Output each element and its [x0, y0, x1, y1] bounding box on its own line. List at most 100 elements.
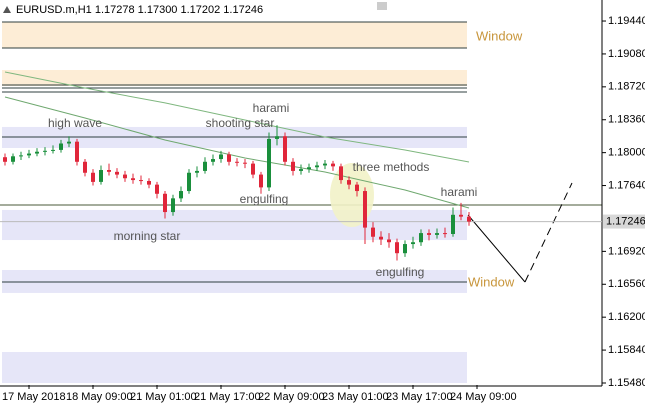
candle-body — [459, 214, 463, 217]
candle-body — [147, 180, 151, 185]
candle-body — [451, 214, 455, 234]
x-tick-label: 23 May 01:00 — [322, 391, 389, 403]
candle-body — [107, 170, 111, 172]
candle-body — [163, 193, 167, 213]
candle-body — [315, 165, 319, 168]
candle-body — [267, 138, 271, 188]
candle-body — [3, 157, 7, 162]
forecast-line — [524, 182, 573, 283]
candle-body — [395, 242, 399, 254]
candle-body — [51, 149, 55, 151]
zone — [2, 270, 467, 293]
candle-body — [419, 233, 423, 243]
y-tick-label: 1.18360 — [608, 114, 645, 126]
candle-body — [67, 141, 71, 144]
y-tick-label: 1.18000 — [608, 147, 645, 159]
candle-body — [59, 143, 63, 150]
pattern-label: harami — [441, 185, 478, 199]
candle-body — [259, 174, 263, 188]
candle-body — [403, 244, 407, 254]
candle-body — [91, 172, 95, 182]
chart-title: EURUSD.m,H1 1.17278 1.17300 1.17202 1.17… — [16, 4, 263, 16]
candle-body — [435, 233, 439, 235]
forecast-line — [467, 214, 526, 283]
candle-body — [43, 150, 47, 152]
y-tick-label: 1.15840 — [608, 344, 645, 356]
candle-body — [243, 162, 247, 164]
x-tick-label: 22 May 09:00 — [258, 391, 325, 403]
candle-body — [11, 156, 15, 162]
moving-average — [4, 96, 470, 209]
window-label: Window — [468, 274, 515, 289]
candle-body — [235, 161, 239, 163]
candle-body — [283, 136, 287, 162]
zone — [2, 70, 467, 87]
zone — [2, 22, 467, 48]
x-tick-label: 17 May 2018 — [2, 391, 66, 403]
candle-body — [363, 191, 367, 228]
candle-body — [19, 155, 23, 157]
price-label-box — [603, 214, 645, 229]
candle-body — [387, 239, 391, 243]
y-tick-label: 1.16920 — [608, 245, 645, 257]
x-tick-label: 21 May 01:00 — [130, 391, 197, 403]
candle-body — [211, 159, 215, 162]
pattern-label: high wave — [48, 116, 102, 130]
candle-body — [155, 184, 159, 194]
candle-body — [171, 198, 175, 213]
candle-body — [99, 170, 103, 182]
candle-body — [179, 191, 183, 199]
pattern-label: three methods — [353, 160, 430, 174]
y-tick-label: 1.19080 — [608, 48, 645, 60]
candle-body — [291, 161, 295, 171]
zone — [2, 209, 467, 241]
pattern-label: harami — [253, 101, 290, 115]
x-tick-label: 23 May 17:00 — [386, 391, 453, 403]
pattern-label: engulfing — [240, 192, 289, 206]
candle-body — [307, 167, 311, 170]
moving-average — [4, 71, 470, 163]
pattern-label: shooting star — [206, 116, 275, 130]
candle-body — [411, 242, 415, 245]
zone — [2, 352, 467, 383]
y-tick-label: 1.17640 — [608, 179, 645, 191]
candle-body — [443, 233, 447, 235]
x-tick-label: 18 May 09:00 — [66, 391, 133, 403]
symbol-icon — [3, 6, 11, 13]
window-label: Window — [476, 28, 523, 43]
candle-body — [275, 136, 279, 139]
candle-body — [187, 172, 191, 192]
candle-body — [371, 227, 375, 237]
candle-body — [299, 169, 303, 171]
candle-body — [195, 170, 199, 173]
candle-body — [123, 174, 127, 179]
candle-body — [379, 236, 383, 240]
y-tick-label: 1.15480 — [608, 377, 645, 389]
x-tick-label: 24 May 09:00 — [450, 391, 517, 403]
candle-body — [75, 141, 79, 162]
candle-body — [131, 178, 135, 181]
scroll-icon — [377, 2, 387, 10]
y-tick-label: 1.16560 — [608, 278, 645, 290]
candle-body — [219, 154, 223, 160]
y-tick-label: 1.16200 — [608, 311, 645, 323]
candle-body — [347, 180, 351, 185]
candle-body — [467, 216, 471, 222]
candle-body — [323, 163, 327, 166]
candle-body — [203, 161, 207, 171]
candle-body — [339, 166, 343, 181]
pattern-label: morning star — [114, 229, 181, 243]
price-label: 1.17246 — [606, 215, 645, 227]
candle-body — [331, 163, 335, 167]
y-tick-label: 1.18720 — [608, 81, 645, 93]
candle-body — [139, 180, 143, 182]
candle-body — [35, 151, 39, 154]
candle-body — [27, 153, 31, 156]
candle-body — [115, 171, 119, 175]
x-tick-label: 21 May 17:00 — [194, 391, 261, 403]
candle-body — [83, 161, 87, 173]
candle-body — [227, 154, 231, 162]
candle-body — [427, 233, 431, 235]
